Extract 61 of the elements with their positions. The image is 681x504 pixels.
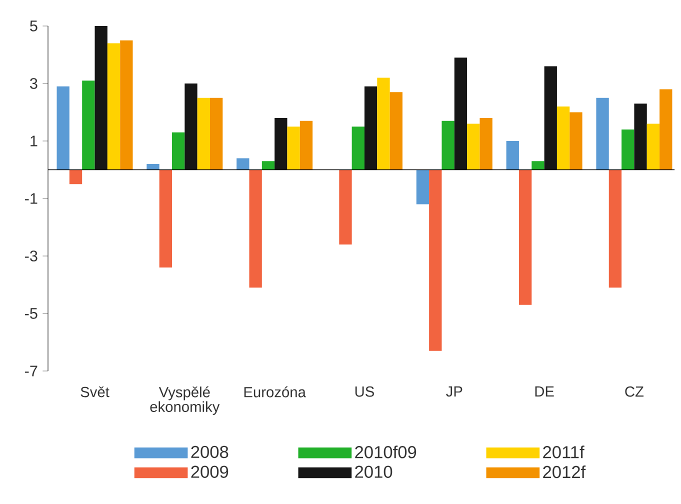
y-tick-label: 5 — [30, 20, 38, 32]
bar — [94, 26, 108, 170]
x-tick-label: Eurozóna — [244, 386, 306, 398]
bar — [570, 112, 582, 170]
bar — [596, 98, 609, 170]
bar — [608, 170, 622, 288]
bar — [480, 118, 492, 170]
bar — [634, 104, 647, 170]
bar — [274, 118, 288, 170]
bar — [249, 170, 262, 288]
bar — [352, 126, 364, 170]
bar — [56, 86, 70, 170]
x-tick-label: US — [355, 386, 374, 397]
bar — [660, 89, 672, 170]
bar — [416, 170, 430, 204]
x-tick-label: JP — [446, 386, 462, 397]
bar — [442, 120, 454, 170]
bar — [69, 170, 82, 184]
bar — [429, 170, 442, 351]
legend-label: 2010f09 — [355, 446, 416, 458]
bar — [172, 132, 185, 170]
bar — [287, 126, 300, 170]
bar — [107, 43, 120, 170]
bar — [120, 40, 133, 170]
y-tick-label: -7 — [25, 366, 38, 376]
bar — [197, 98, 210, 170]
legend-label: 2012f — [543, 465, 586, 478]
y-tick-label: -5 — [25, 308, 38, 319]
bar — [518, 170, 532, 305]
bar — [390, 92, 402, 170]
bar — [622, 130, 634, 170]
x-tick-label: DE — [535, 386, 554, 396]
bar — [184, 84, 198, 170]
bar — [236, 158, 250, 170]
bar — [556, 106, 570, 170]
x-tick-label: Svět — [80, 386, 110, 398]
legend-label: 2011f — [543, 446, 584, 458]
bar — [467, 124, 480, 170]
bar — [146, 164, 160, 170]
x-tick-label: Vyspělé ekonomiky — [150, 386, 220, 415]
bar — [210, 98, 223, 170]
legend-label: 2009 — [191, 466, 228, 478]
y-tick-label: -3 — [25, 250, 38, 262]
bar — [364, 86, 378, 170]
y-tick-label: -1 — [25, 193, 38, 204]
bar — [262, 161, 275, 170]
bar — [544, 66, 557, 170]
legend-label: 2010 — [355, 466, 392, 478]
bar — [454, 58, 468, 170]
y-tick-label: 3 — [30, 78, 38, 89]
bar — [646, 124, 660, 170]
legend-label: 2008 — [191, 446, 228, 458]
bar — [377, 78, 390, 170]
x-tick-label: CZ — [625, 386, 644, 397]
bar — [300, 120, 313, 170]
bar — [82, 80, 95, 170]
bar — [532, 161, 544, 170]
bar — [339, 170, 352, 244]
bar — [506, 141, 519, 170]
bar — [159, 170, 172, 268]
y-tick-label: 1 — [30, 136, 38, 146]
